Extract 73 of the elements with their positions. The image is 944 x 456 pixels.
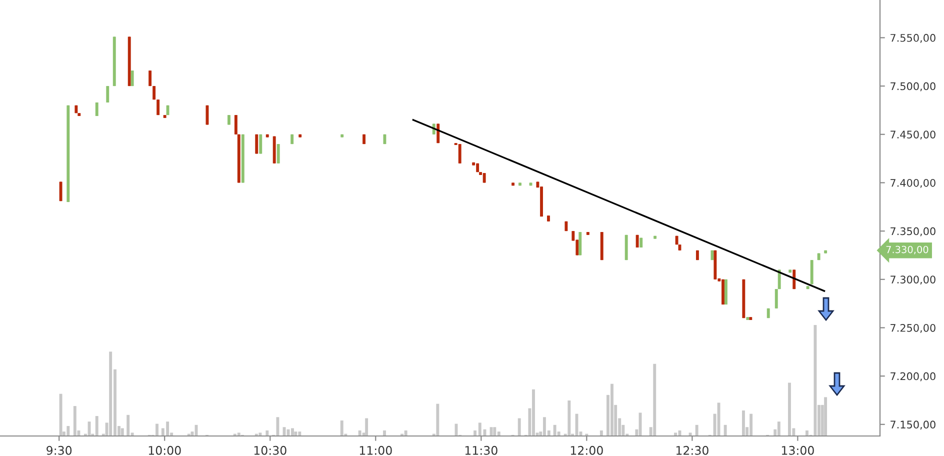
bar [95, 416, 98, 436]
bar [824, 397, 828, 436]
candlestick [106, 85, 110, 104]
bar [298, 432, 302, 436]
bar [276, 417, 280, 436]
bar [383, 430, 386, 436]
bar [59, 394, 62, 436]
bar [600, 430, 603, 436]
bar [291, 428, 294, 436]
bar [478, 422, 482, 436]
candlestick [148, 70, 152, 87]
x-tick-label: 13:00 [782, 446, 814, 455]
bar [610, 384, 614, 436]
candlestick [578, 231, 582, 256]
bar [266, 430, 269, 436]
bar [814, 325, 817, 436]
bar [742, 410, 745, 436]
bar [788, 382, 791, 436]
y-tick-label: 7.500,00 [890, 82, 936, 92]
bar [777, 422, 780, 436]
y-tick-label: 7.450,00 [890, 130, 936, 140]
x-tick-label: 10:00 [148, 446, 181, 455]
x-tick-label: 12:00 [570, 446, 603, 455]
y-tick-label: 7.550,00 [890, 34, 936, 43]
x-tick-label: 11:00 [360, 446, 392, 455]
bar [750, 414, 753, 436]
bar [294, 432, 298, 436]
bar [258, 432, 262, 436]
bar [688, 432, 692, 436]
bar [340, 420, 344, 436]
bar [404, 430, 408, 436]
candlestick [276, 143, 280, 164]
bar [674, 432, 677, 436]
y-tick-label: 7.400,00 [890, 178, 936, 188]
bar [695, 424, 698, 436]
bar [806, 430, 808, 436]
y-tick-label: 7.300,00 [890, 276, 936, 285]
bar [653, 364, 656, 436]
bar [568, 400, 571, 436]
y-tick-label: 7.350,00 [890, 227, 936, 236]
bar [73, 406, 76, 436]
bar [66, 426, 70, 436]
bar [109, 352, 112, 436]
bar [474, 430, 477, 436]
text: 7.330,00 [886, 246, 928, 254]
bar [553, 424, 556, 436]
y-tick-label: 7.150,00 [890, 420, 936, 430]
bar [724, 424, 727, 436]
candlestick [130, 70, 134, 87]
bar [365, 418, 368, 436]
x-tick-label: 11:30 [465, 446, 498, 455]
x-tick-label: 12:30 [676, 446, 708, 455]
candlestick [234, 114, 238, 136]
candlestick [774, 288, 778, 310]
candlestick [59, 181, 62, 202]
candlestick [156, 98, 160, 116]
bar [358, 430, 362, 436]
bar [436, 404, 440, 436]
x-tick-label: 10:30 [254, 446, 286, 455]
y-tick-label: 7.250,00 [890, 324, 936, 333]
bar [532, 389, 535, 436]
candlestick [458, 143, 462, 164]
bar [518, 418, 521, 436]
y-tick-label: 7.200,00 [890, 372, 936, 382]
candlestick [636, 234, 639, 248]
bar [237, 432, 240, 436]
candlestick [152, 85, 156, 100]
bar [156, 424, 158, 436]
x-tick-label: 9:30 [46, 446, 72, 455]
bar [493, 427, 496, 436]
bar [126, 414, 130, 436]
bar [490, 427, 493, 436]
bar [120, 428, 124, 436]
